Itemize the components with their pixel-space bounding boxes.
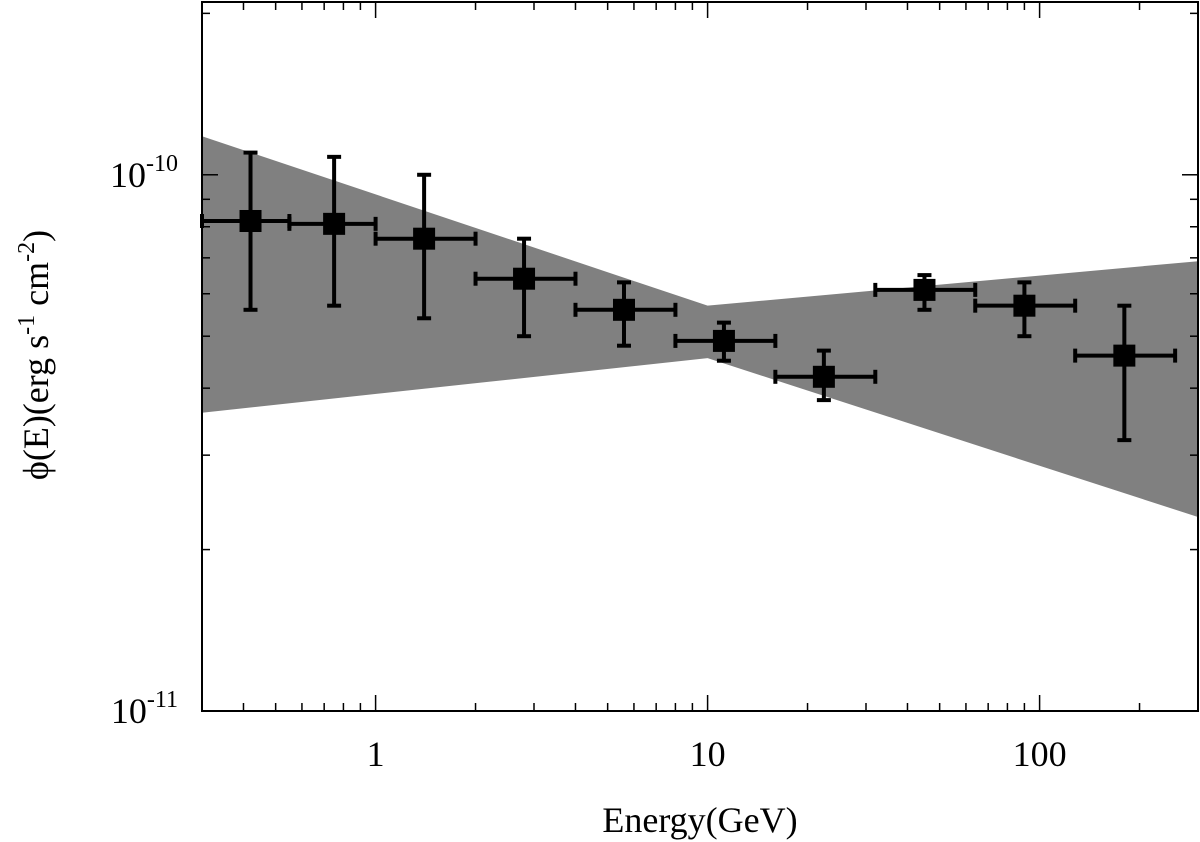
y-axis-label-suffix: ) [16, 230, 56, 242]
y-axis-label-exp2: -2 [14, 242, 40, 262]
data-point-9 [973, 280, 1078, 339]
data-marker [413, 227, 436, 250]
confidence-band [202, 136, 1198, 518]
data-marker [323, 212, 346, 235]
data-marker [1013, 294, 1036, 317]
x-tick-label: 1 [367, 734, 385, 774]
x-tick-label: 10 [690, 734, 726, 774]
data-marker [239, 209, 262, 232]
data-point-5 [573, 280, 678, 348]
y-axis-label: ϕ(E)(erg s-1 cm-2) [14, 230, 56, 480]
y-tick-label-base: 10 [110, 155, 146, 195]
data-point-2 [287, 154, 378, 308]
data-points-layer [200, 150, 1178, 443]
data-marker [812, 365, 835, 388]
data-point-1 [200, 150, 292, 312]
confidence-band-layer [202, 136, 1198, 518]
y-axis-label-prefix: ϕ(E)(erg s [16, 335, 56, 480]
data-marker [513, 267, 536, 290]
data-point-8 [873, 273, 978, 312]
y-axis-label-middle: cm [16, 262, 56, 315]
axis-ticks-layer [201, 2, 1199, 712]
data-marker [712, 329, 735, 352]
y-tick-label: 10-10 [110, 151, 178, 195]
y-tick-label-exponent: -10 [146, 151, 178, 177]
data-point-4 [473, 236, 578, 339]
data-point-6 [673, 320, 778, 363]
y-tick-label-base: 10 [111, 691, 147, 731]
x-tick-label: 100 [1013, 734, 1067, 774]
y-axis-label-exp1: -1 [14, 315, 40, 335]
data-marker [1113, 344, 1136, 367]
data-marker [913, 278, 936, 301]
y-tick-label-exponent: -11 [147, 687, 178, 713]
data-point-3 [373, 172, 478, 321]
data-point-7 [773, 348, 878, 403]
plot-frame [201, 1, 1199, 712]
y-tick-label: 10-11 [111, 687, 178, 731]
data-marker [612, 298, 635, 321]
x-axis-label: Energy(GeV) [602, 800, 797, 840]
data-point-10 [1073, 303, 1178, 443]
